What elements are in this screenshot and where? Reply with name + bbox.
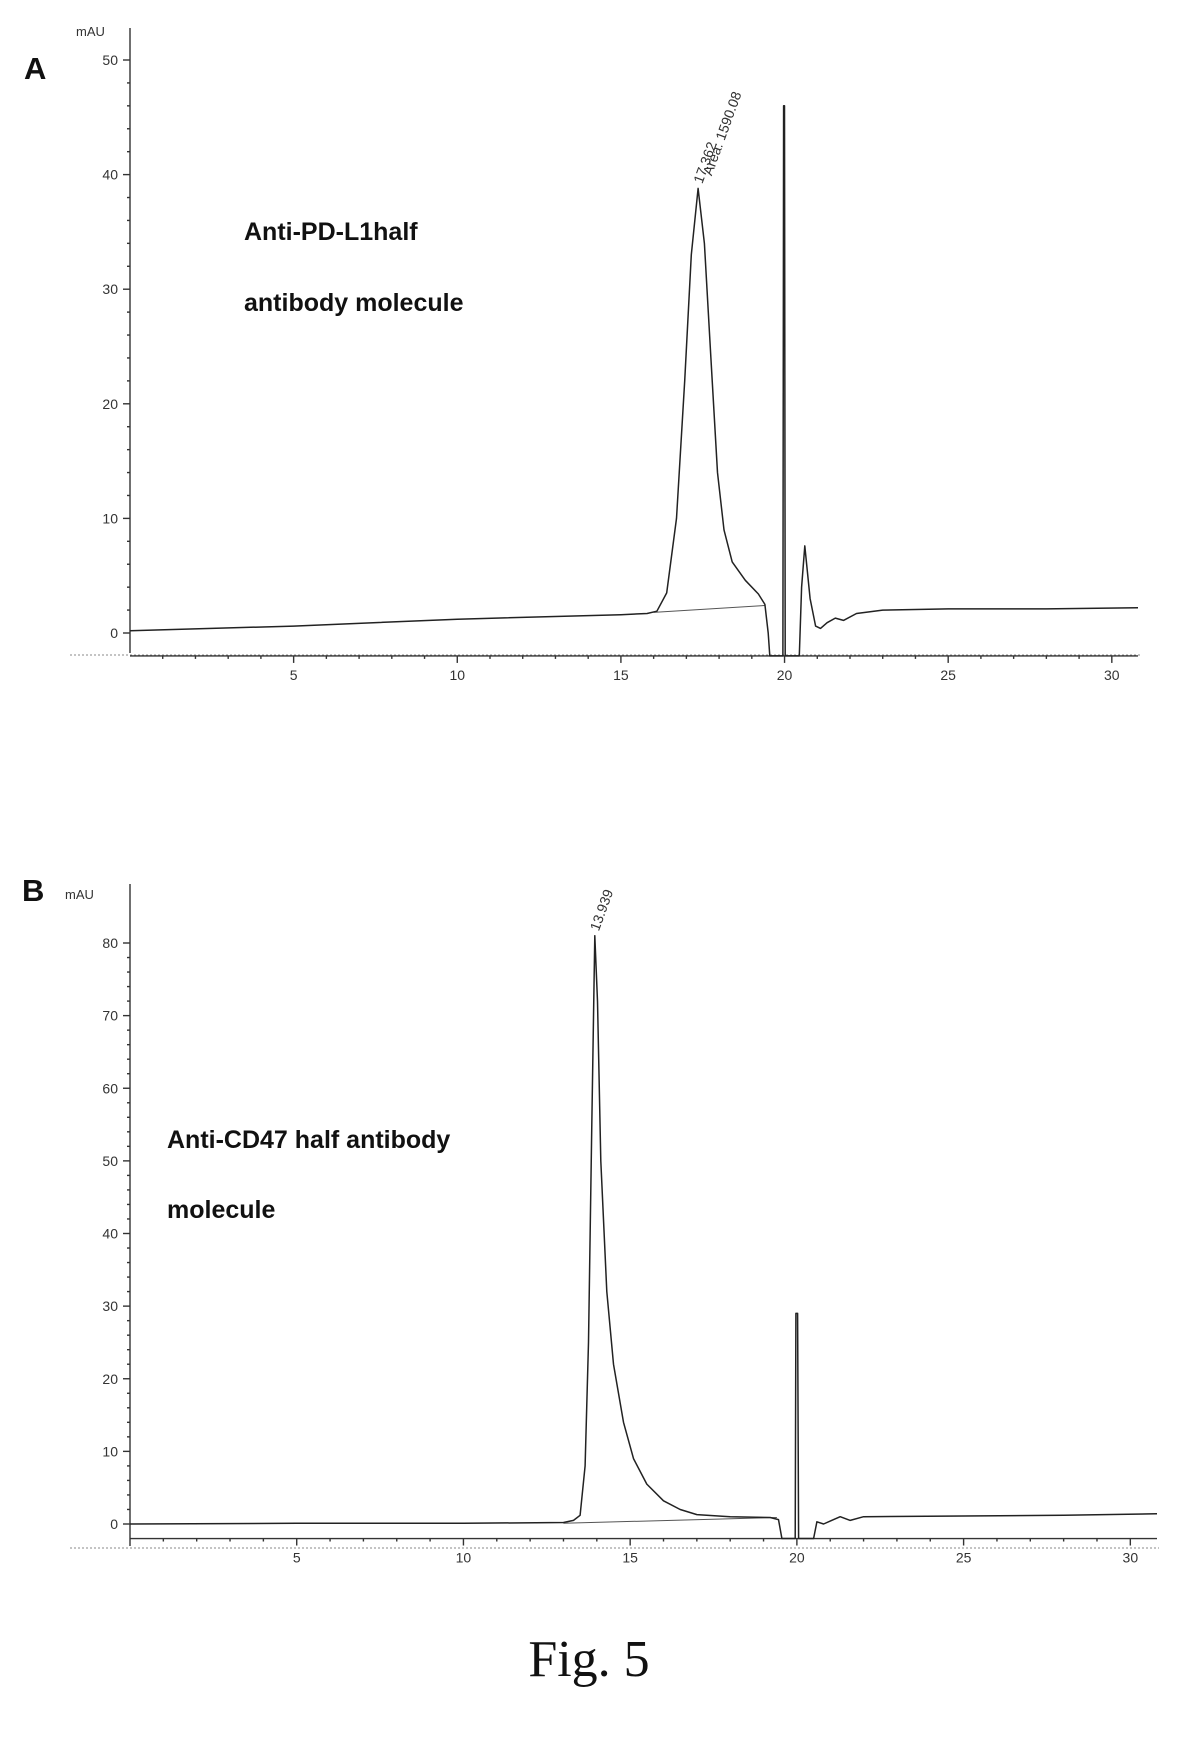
panel-a-annotation-line-2: antibody molecule — [244, 289, 464, 317]
panel-b-letter: B — [22, 873, 44, 908]
x-tick-label: 30 — [1123, 1550, 1139, 1566]
x-tick-label: 30 — [1104, 667, 1120, 683]
x-tick-label: 10 — [449, 667, 465, 683]
y-tick-label: 40 — [102, 167, 118, 183]
panel-b-annotation-line-2: molecule — [167, 1196, 275, 1224]
y-tick-label: 50 — [102, 52, 118, 68]
y-tick-label: 10 — [102, 510, 118, 526]
panel-a-y-unit: mAU — [76, 24, 105, 39]
panel-b-y-unit: mAU — [65, 887, 94, 902]
y-tick-label: 20 — [102, 396, 118, 412]
peak-label: Area: 1590.08 — [699, 89, 744, 177]
y-tick-label: 70 — [102, 1008, 118, 1024]
panel-a-letter: A — [24, 51, 46, 86]
peak-integration-baseline — [654, 605, 765, 612]
x-tick-label: 15 — [613, 667, 629, 683]
chromatogram-trace — [130, 936, 1157, 1539]
x-tick-label: 10 — [456, 1550, 472, 1566]
x-tick-label: 5 — [293, 1550, 301, 1566]
panel-b-annotation-line-1: Anti-CD47 half antibody — [167, 1126, 450, 1154]
peak-label: 13.939 — [587, 887, 617, 933]
y-tick-label: 30 — [102, 281, 118, 297]
y-tick-label: 80 — [102, 935, 118, 951]
y-tick-label: 0 — [110, 625, 118, 641]
peak-integration-baseline — [563, 1517, 776, 1523]
x-tick-label: 5 — [290, 667, 298, 683]
y-tick-label: 20 — [102, 1371, 118, 1387]
x-tick-label: 25 — [940, 667, 956, 683]
y-tick-label: 10 — [102, 1443, 118, 1459]
chart-panel-b: B mAU Anti-CD47 half antibody molecule 0… — [22, 873, 1159, 1566]
figure-caption: Fig. 5 — [528, 1631, 649, 1688]
chromatogram-trace — [130, 106, 1138, 656]
y-tick-label: 40 — [102, 1226, 118, 1242]
y-tick-label: 30 — [102, 1298, 118, 1314]
x-tick-label: 25 — [956, 1550, 972, 1566]
panel-a-annotation-line-1: Anti-PD-L1half — [244, 218, 418, 246]
x-tick-label: 15 — [622, 1550, 638, 1566]
x-tick-label: 20 — [777, 667, 793, 683]
y-tick-label: 60 — [102, 1080, 118, 1096]
x-tick-label: 20 — [789, 1550, 805, 1566]
y-tick-label: 0 — [110, 1516, 118, 1532]
y-tick-label: 50 — [102, 1153, 118, 1169]
chart-panel-a: A mAU Anti-PD-L1half antibody molecule 0… — [24, 24, 1140, 683]
